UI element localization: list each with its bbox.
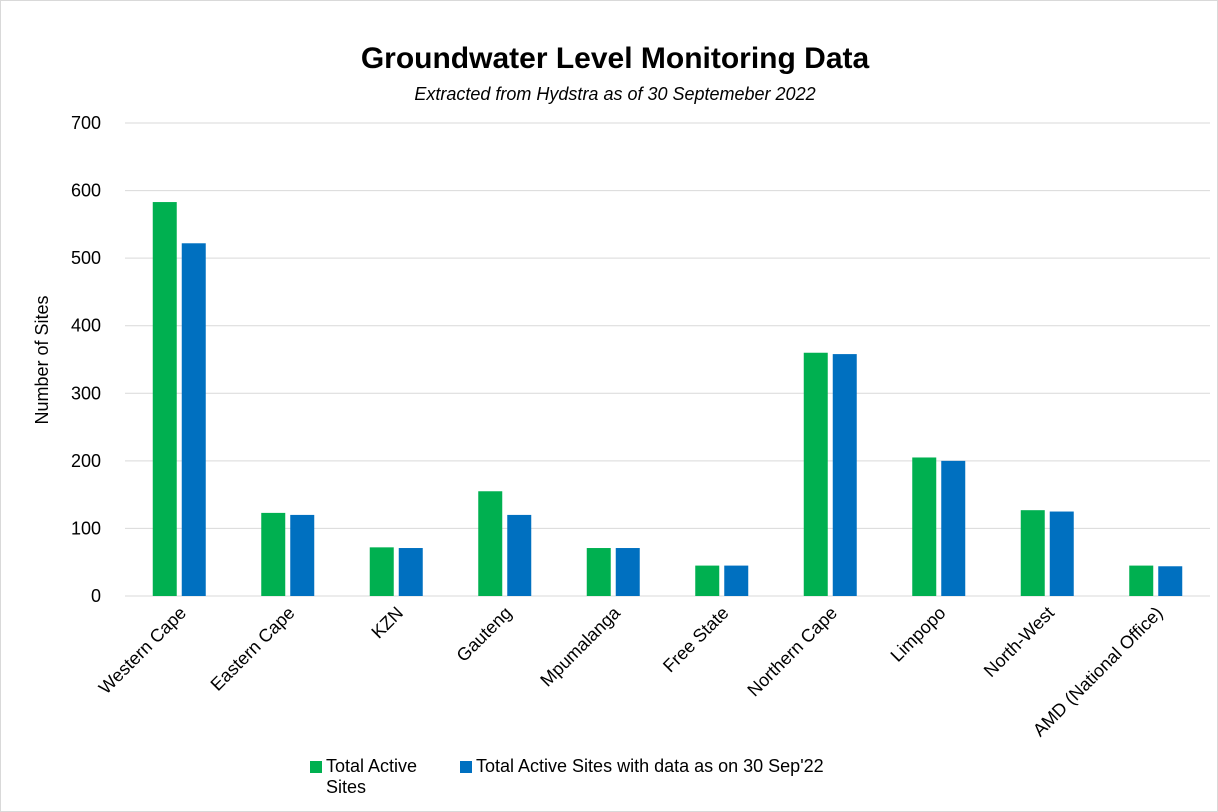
legend: Total Active Sites Total Active Sites wit… xyxy=(310,756,824,798)
y-tick-label: 200 xyxy=(71,451,101,471)
bar xyxy=(1158,566,1183,596)
bar xyxy=(398,548,423,596)
bar xyxy=(615,548,640,596)
bar xyxy=(152,202,177,596)
chart-title: Groundwater Level Monitoring Data xyxy=(361,42,870,75)
bar xyxy=(724,565,749,596)
bar xyxy=(507,514,532,596)
y-tick-label: 300 xyxy=(71,383,101,403)
legend-swatch xyxy=(310,761,322,773)
y-tick-label: 700 xyxy=(71,113,101,133)
bar xyxy=(832,354,857,596)
bar xyxy=(369,547,394,596)
y-tick-label: 0 xyxy=(91,586,101,606)
bar xyxy=(1020,510,1045,596)
y-tick-label: 400 xyxy=(71,316,101,336)
bar xyxy=(290,514,315,596)
bar xyxy=(181,243,206,596)
bar xyxy=(1049,511,1074,596)
legend-item: Total Active Sites with data as on 30 Se… xyxy=(460,756,824,798)
bar xyxy=(803,352,828,596)
bar xyxy=(586,548,611,596)
bar xyxy=(1129,565,1154,596)
y-tick-label: 600 xyxy=(71,181,101,201)
chart-subtitle: Extracted from Hydstra as of 30 Septemeb… xyxy=(414,84,815,104)
bar xyxy=(912,457,937,596)
legend-swatch xyxy=(460,761,472,773)
y-tick-label: 500 xyxy=(71,248,101,268)
y-axis-label: Number of Sites xyxy=(32,295,52,424)
legend-item: Total Active Sites xyxy=(310,756,446,798)
bar xyxy=(261,512,286,596)
legend-label: Total Active Sites xyxy=(326,756,418,797)
bar xyxy=(695,565,720,596)
y-tick-label: 100 xyxy=(71,518,101,538)
bar xyxy=(478,491,503,596)
bar xyxy=(941,460,966,596)
legend-label: Total Active Sites with data as on 30 Se… xyxy=(476,756,824,776)
